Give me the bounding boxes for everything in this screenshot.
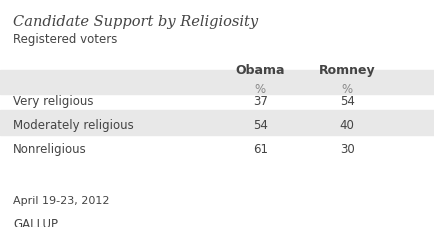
Text: 30: 30	[340, 143, 355, 156]
Text: 61: 61	[253, 143, 268, 156]
Text: Registered voters: Registered voters	[13, 33, 117, 46]
Text: 37: 37	[253, 95, 268, 108]
Text: %: %	[342, 83, 353, 96]
Text: 40: 40	[340, 119, 355, 132]
Text: Romney: Romney	[319, 64, 375, 76]
Text: Candidate Support by Religiosity: Candidate Support by Religiosity	[13, 15, 258, 29]
Text: April 19-23, 2012: April 19-23, 2012	[13, 196, 109, 206]
Text: Obama: Obama	[236, 64, 285, 76]
Text: %: %	[255, 83, 266, 96]
Text: 54: 54	[340, 95, 355, 108]
Text: GALLUP: GALLUP	[13, 218, 58, 227]
Text: Nonreligious: Nonreligious	[13, 143, 87, 156]
Text: 54: 54	[253, 119, 268, 132]
Text: Very religious: Very religious	[13, 95, 93, 108]
Text: Moderately religious: Moderately religious	[13, 119, 134, 132]
